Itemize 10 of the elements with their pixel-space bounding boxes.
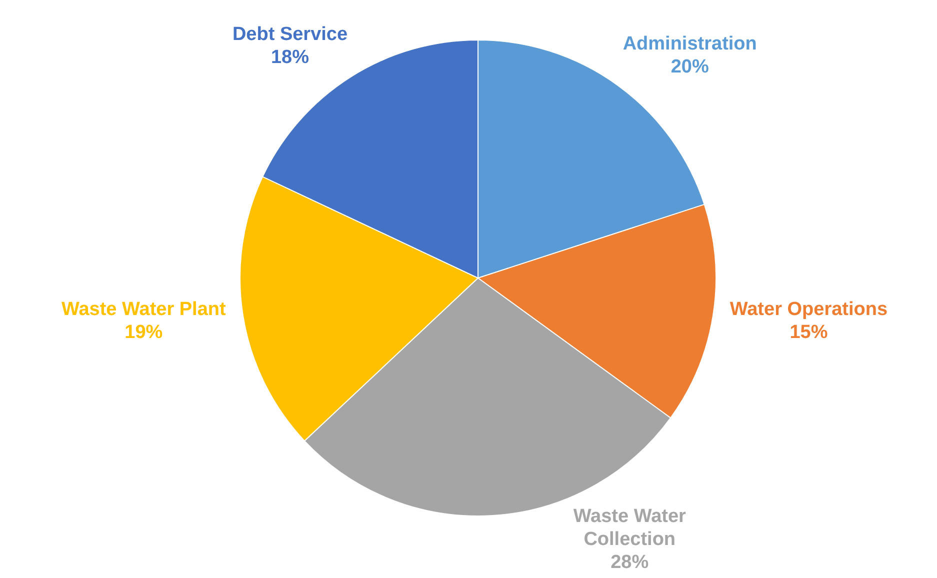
data-label: 18% — [270, 46, 310, 68]
slice-label: Administration — [622, 34, 757, 55]
slice-label: Water Operations — [730, 299, 888, 320]
data-label: 15% — [790, 322, 828, 344]
slice-label: Waste Water Plant — [61, 299, 226, 320]
slice-label: Waste Water Collection — [573, 506, 687, 550]
data-label: 28% — [610, 552, 649, 573]
data-label: 19% — [124, 322, 163, 344]
data-label: 20% — [670, 56, 709, 78]
slice-label: Debt Service — [232, 24, 348, 45]
